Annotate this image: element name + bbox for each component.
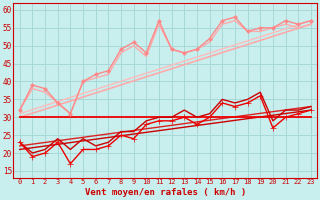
X-axis label: Vent moyen/en rafales ( km/h ): Vent moyen/en rafales ( km/h ) [85,188,246,197]
